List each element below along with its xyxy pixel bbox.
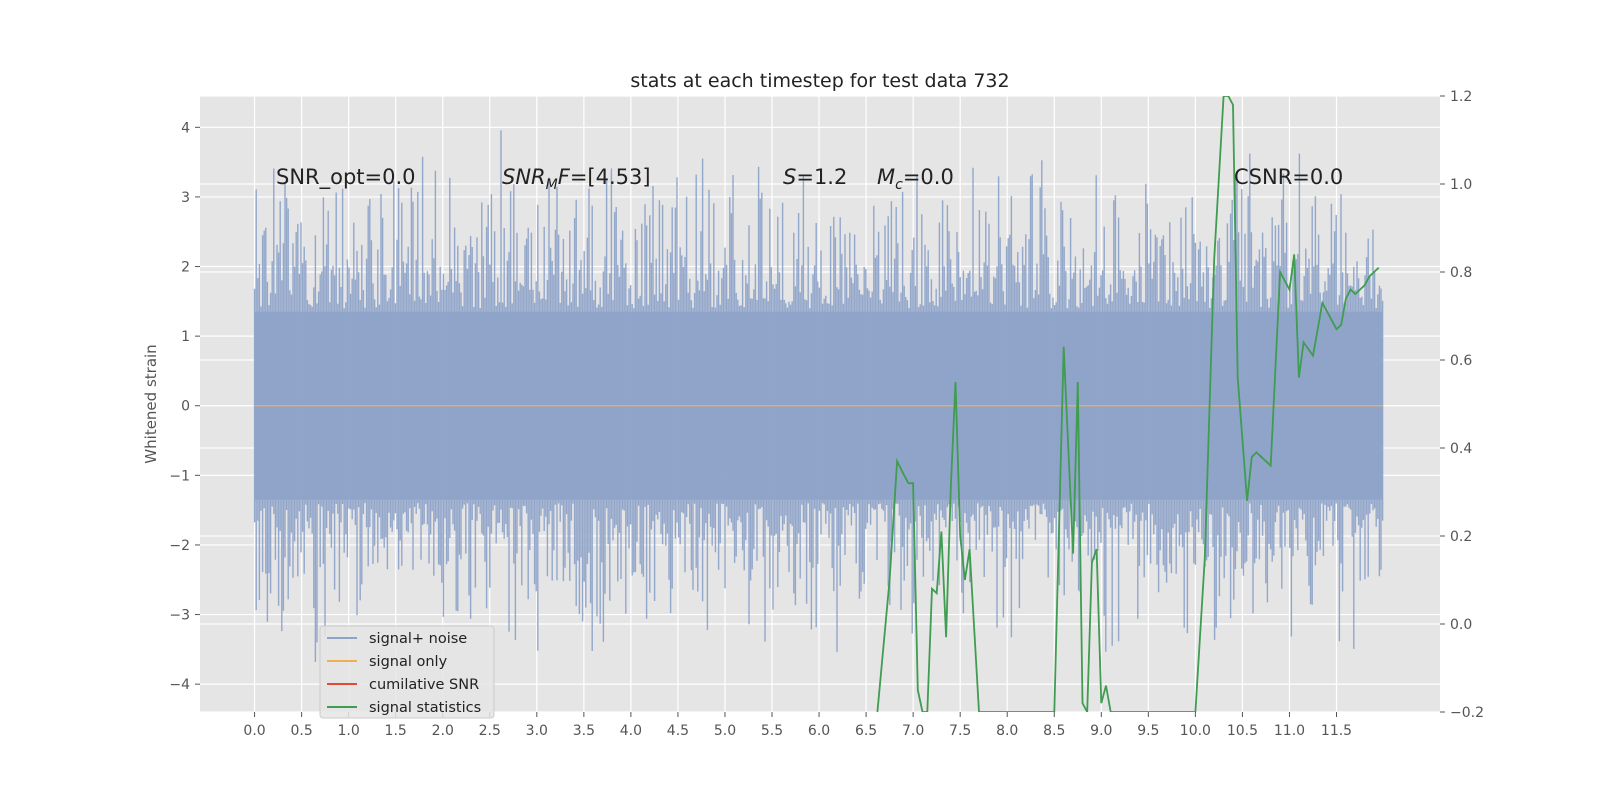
y-tick-label: −2 [169, 538, 190, 554]
annotation-csnr: CSNR=0.0 [1234, 165, 1343, 189]
x-tick-label: 9.5 [1137, 723, 1159, 739]
x-tick-label: 8.5 [1043, 723, 1065, 739]
annotation-mc-italic: M [877, 165, 895, 189]
x-tick-label: 3.0 [526, 723, 548, 739]
y-tick-label: 4 [181, 120, 190, 136]
x-tick-label: 11.5 [1321, 723, 1352, 739]
x-tick-label: 4.5 [667, 723, 689, 739]
right-tick-label: 0.0 [1450, 617, 1472, 633]
legend-label-signal-only: signal only [369, 654, 448, 670]
annotations: SNR_opt=0.0 SNRMF=[4.53] S=1.2 Mc=0.0 CS… [276, 165, 1343, 193]
x-tick-label: 4.0 [620, 723, 642, 739]
y-tick-label: −3 [169, 608, 190, 624]
annotation-snr-mf-italic: SNR [502, 165, 546, 189]
y-tick-label: 3 [181, 190, 190, 206]
annotation-mc-value: =0.0 [903, 165, 954, 189]
chart-title: stats at each timestep for test data 732 [630, 70, 1009, 92]
annotation-snr-mf-mid: F [558, 165, 571, 189]
legend-label-signal-statistics: signal statistics [369, 700, 481, 716]
x-tick-label: 1.5 [385, 723, 407, 739]
right-tick-label: 0.6 [1450, 353, 1472, 369]
legend-box [319, 625, 495, 719]
x-tick-label: 0.5 [290, 723, 312, 739]
y-tick-label: 1 [181, 329, 190, 345]
x-tick-label: 10.0 [1180, 723, 1211, 739]
annotation-mc-sub: c [895, 177, 903, 193]
legend-label-cumilative-snr: cumilative SNR [369, 677, 479, 693]
annotation-s: S=1.2 [783, 165, 847, 189]
y-tick-label: 2 [181, 260, 190, 276]
x-tick-label: 2.5 [479, 723, 501, 739]
x-tick-label: 5.0 [714, 723, 736, 739]
x-tick-label: 11.0 [1274, 723, 1305, 739]
annotation-s-italic: S [783, 165, 796, 189]
annotation-snr-mf: SNRMF=[4.53] [502, 165, 651, 193]
right-tick-label: 0.4 [1450, 441, 1472, 457]
x-tick-label: 10.5 [1227, 723, 1258, 739]
y-tick-label: −4 [169, 677, 190, 693]
axis-ticks: 0.0 0.5 1.0 1.5 2.0 2.5 3.0 3.5 4.0 4.5 5.0 5.5 6.0 6… [169, 89, 1484, 739]
x-tick-label: 2.0 [432, 723, 454, 739]
y-axis-label: Whitened strain [142, 344, 160, 463]
right-tick-label: 1.0 [1450, 177, 1472, 193]
y-tick-label: −1 [169, 468, 190, 484]
x-tick-label: 8.0 [996, 723, 1018, 739]
legend: signal+ noise signal only cumilative SNR… [319, 625, 495, 719]
x-tick-label: 1.0 [338, 723, 360, 739]
right-tick-label: 0.2 [1450, 529, 1472, 545]
annotation-mc: Mc=0.0 [877, 165, 954, 193]
annotation-snr-opt: SNR_opt=0.0 [276, 165, 416, 190]
annotation-s-value: =1.2 [796, 165, 847, 189]
x-tick-label: 5.5 [761, 723, 783, 739]
x-tick-label: 0.0 [243, 723, 265, 739]
y-tick-label: 0 [181, 399, 190, 415]
x-tick-label: 6.0 [808, 723, 830, 739]
signal-statistics-path [876, 96, 1380, 712]
right-tick-label: 0.8 [1450, 265, 1472, 281]
annotation-snr-mf-sub: M [546, 177, 558, 193]
annotation-snr-mf-value: =[4.53] [570, 165, 651, 189]
x-tick-label: 7.5 [949, 723, 971, 739]
x-tick-label: 3.5 [573, 723, 595, 739]
signal-statistics-line [876, 96, 1380, 712]
x-tick-label: 7.0 [902, 723, 924, 739]
x-tick-label: 9.0 [1090, 723, 1112, 739]
right-tick-label: 1.2 [1450, 89, 1472, 105]
x-tick-label: 6.5 [855, 723, 877, 739]
legend-label-signal-noise: signal+ noise [369, 631, 467, 647]
right-tick-label: −0.2 [1450, 705, 1484, 721]
